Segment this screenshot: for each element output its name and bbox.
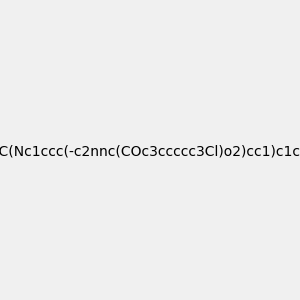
Text: O=C(Nc1ccc(-c2nnc(COc3ccccc3Cl)o2)cc1)c1cccs1: O=C(Nc1ccc(-c2nnc(COc3ccccc3Cl)o2)cc1)c1… [0, 145, 300, 158]
